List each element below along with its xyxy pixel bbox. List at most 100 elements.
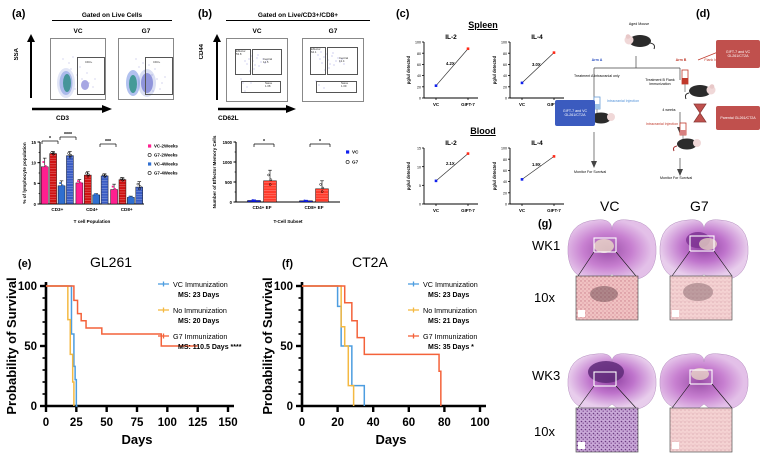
panel-a-bar-chart: 0 5 10 15 CD3+ CD4+ CD8+ * **** *** T cell Populat… (18, 128, 196, 224)
panel-a-gate-header: Gated on Live Cells (52, 12, 172, 21)
panel-b-cd44-label: CD44 (199, 44, 205, 60)
panel-e-title: GL261 (90, 254, 133, 270)
svg-text:MS: 20 Days: MS: 20 Days (178, 318, 219, 325)
panel-d-label: (d) (696, 8, 711, 20)
panel-b-cd44-axis (210, 34, 224, 102)
svg-text:MS: 23 Days: MS: 23 Days (428, 292, 469, 299)
svg-text:****: **** (64, 132, 73, 138)
svg-text:VC: VC (433, 208, 440, 213)
svg-text:MS: 110.5 Days ****: MS: 110.5 Days **** (178, 344, 242, 351)
svg-text:VC Immunization: VC Immunization (173, 280, 228, 289)
svg-text:G7-2Weeks: G7-2Weeks (154, 153, 178, 158)
svg-text:1000: 1000 (223, 160, 233, 165)
panel-a-gate-vc (77, 57, 105, 95)
svg-text:0: 0 (43, 417, 49, 429)
svg-text:0: 0 (505, 97, 507, 101)
svg-text:25: 25 (70, 417, 83, 429)
flow-plot-a-vc: CD3+ (50, 38, 106, 100)
svg-text:VC-2Weeks: VC-2Weeks (154, 144, 178, 149)
panel-b-gate-naive-vc (241, 81, 281, 93)
svg-text:VC: VC (519, 208, 526, 213)
svg-text:IL-4: IL-4 (531, 34, 543, 41)
panel-d-intracranial-b: Intracranial Injection (645, 122, 679, 126)
histology-wk1-vc (567, 219, 657, 281)
panel-g-col-vc: VC (600, 198, 620, 214)
panel-b-label: (b) (198, 8, 213, 20)
svg-text:10: 10 (31, 160, 36, 165)
panel-b-gate-central-g7 (327, 47, 358, 75)
svg-text:20: 20 (331, 417, 344, 429)
panel-f: (f) CT2A 0 50 100 0 20 40 60 80 100 Days Probabili… (256, 228, 508, 473)
svg-text:60: 60 (402, 417, 415, 429)
svg-text:20: 20 (503, 85, 507, 89)
panel-a-ssa-axis (24, 34, 38, 100)
svg-text:pg/ul detected: pg/ul detected (492, 55, 497, 84)
svg-text:100: 100 (470, 417, 489, 429)
svg-text:MS: 23 Days: MS: 23 Days (178, 292, 219, 299)
svg-text:pg/ul detected: pg/ul detected (492, 161, 497, 190)
svg-text:0: 0 (419, 203, 421, 207)
svg-text:Number of Effector Memory Cell: Number of Effector Memory Cells (212, 135, 217, 208)
panel-b-gate-effector-g7 (310, 47, 326, 75)
flow-plot-b-vc: Effector 53.8 Central 14.5 Naive 1.08 (226, 38, 288, 102)
svg-text:40: 40 (503, 180, 507, 184)
histology-wk1-g7-10x (669, 275, 733, 321)
svg-text:1.9X: 1.9X (532, 162, 541, 167)
svg-text:4.2X: 4.2X (446, 61, 455, 66)
panel-c-chart-3: IL-4 0 20 40 60 80 100 1.9X VC GIFT-7 pg/ul detect… (484, 138, 568, 224)
svg-text:80: 80 (503, 158, 507, 162)
svg-text:*: * (49, 136, 52, 142)
panel-d-monitor-a: Monitor For Survival (574, 170, 607, 174)
svg-text:No Immunization: No Immunization (423, 306, 477, 315)
svg-text:T cell Population: T cell Population (74, 219, 111, 224)
svg-text:0: 0 (505, 203, 507, 207)
panel-a: (a) Gated on Live Cells VC G7 SSA CD3 (0, 0, 196, 228)
svg-text:40: 40 (417, 74, 421, 78)
histology-wk1-g7 (659, 219, 749, 281)
svg-text:50: 50 (24, 341, 37, 353)
panel-g-label: (g) (538, 218, 553, 230)
panel-a-gate-g7 (145, 57, 173, 95)
hourglass-icon (692, 103, 708, 123)
svg-text:pg/ul detected: pg/ul detected (406, 55, 411, 84)
panel-c-chart-2: IL-2 0 5 10 15 2.1X VC GIFT-7 pg/ul detected (398, 138, 482, 224)
panel-b-gate-naive-g7-label: Naive 1.09 (341, 81, 349, 89)
svg-text:2.1X: 2.1X (446, 161, 455, 166)
histology-wk3-g7 (659, 353, 749, 411)
svg-text:0: 0 (299, 417, 305, 429)
panel-g-row-10x-1: 10x (534, 290, 555, 305)
svg-text:60: 60 (503, 63, 507, 67)
svg-text:0: 0 (34, 202, 37, 207)
svg-text:100: 100 (18, 281, 37, 293)
svg-text:80: 80 (503, 52, 507, 56)
svg-text:0: 0 (419, 97, 421, 101)
svg-text:% of lymphocyte population: % of lymphocyte population (22, 142, 27, 203)
svg-text:15: 15 (31, 140, 36, 145)
panel-d-arm-a: Arm A (591, 58, 603, 62)
svg-text:G7 Immunization: G7 Immunization (423, 332, 477, 341)
svg-text:CD8+: CD8+ (121, 207, 133, 212)
panel-b-gate-effector-vc-label: Effector 53.8 (236, 49, 246, 57)
svg-text:VC: VC (519, 102, 526, 107)
svg-text:CD4+: CD4+ (86, 207, 98, 212)
svg-text:Probability of Survival: Probability of Survival (260, 277, 275, 414)
svg-text:IL-4: IL-4 (531, 140, 543, 147)
arm-b-mouse-icon (684, 80, 718, 100)
panel-a-label: (a) (12, 8, 26, 20)
panel-d-box-red-bottom: Parental GL261/CT2A (716, 106, 760, 130)
svg-text:125: 125 (188, 417, 208, 429)
svg-text:100: 100 (158, 417, 177, 429)
svg-text:GIFT-7: GIFT-7 (547, 208, 561, 213)
svg-text:GIFT-7: GIFT-7 (461, 102, 475, 107)
svg-text:150: 150 (218, 417, 237, 429)
panel-b-gate-naive-vc-label: Naive 1.08 (265, 81, 273, 89)
panel-e-label: (e) (18, 258, 32, 270)
panel-a-gate-vc-label: CD3+ (85, 60, 93, 64)
svg-text:MS: 35 Days *: MS: 35 Days * (428, 344, 474, 351)
svg-text:100: 100 (501, 41, 507, 45)
flow-plot-b-g7: Effector 64.1 Central 13.4 Naive 1.09 (302, 38, 364, 102)
svg-text:CD4+ EF: CD4+ EF (252, 205, 271, 210)
panel-d-box-blue: GIFT-7 and VC GL261/CT2A (555, 100, 595, 126)
svg-text:G7: G7 (352, 160, 359, 165)
flow-plot-a-g7: CD3+ (118, 38, 174, 100)
